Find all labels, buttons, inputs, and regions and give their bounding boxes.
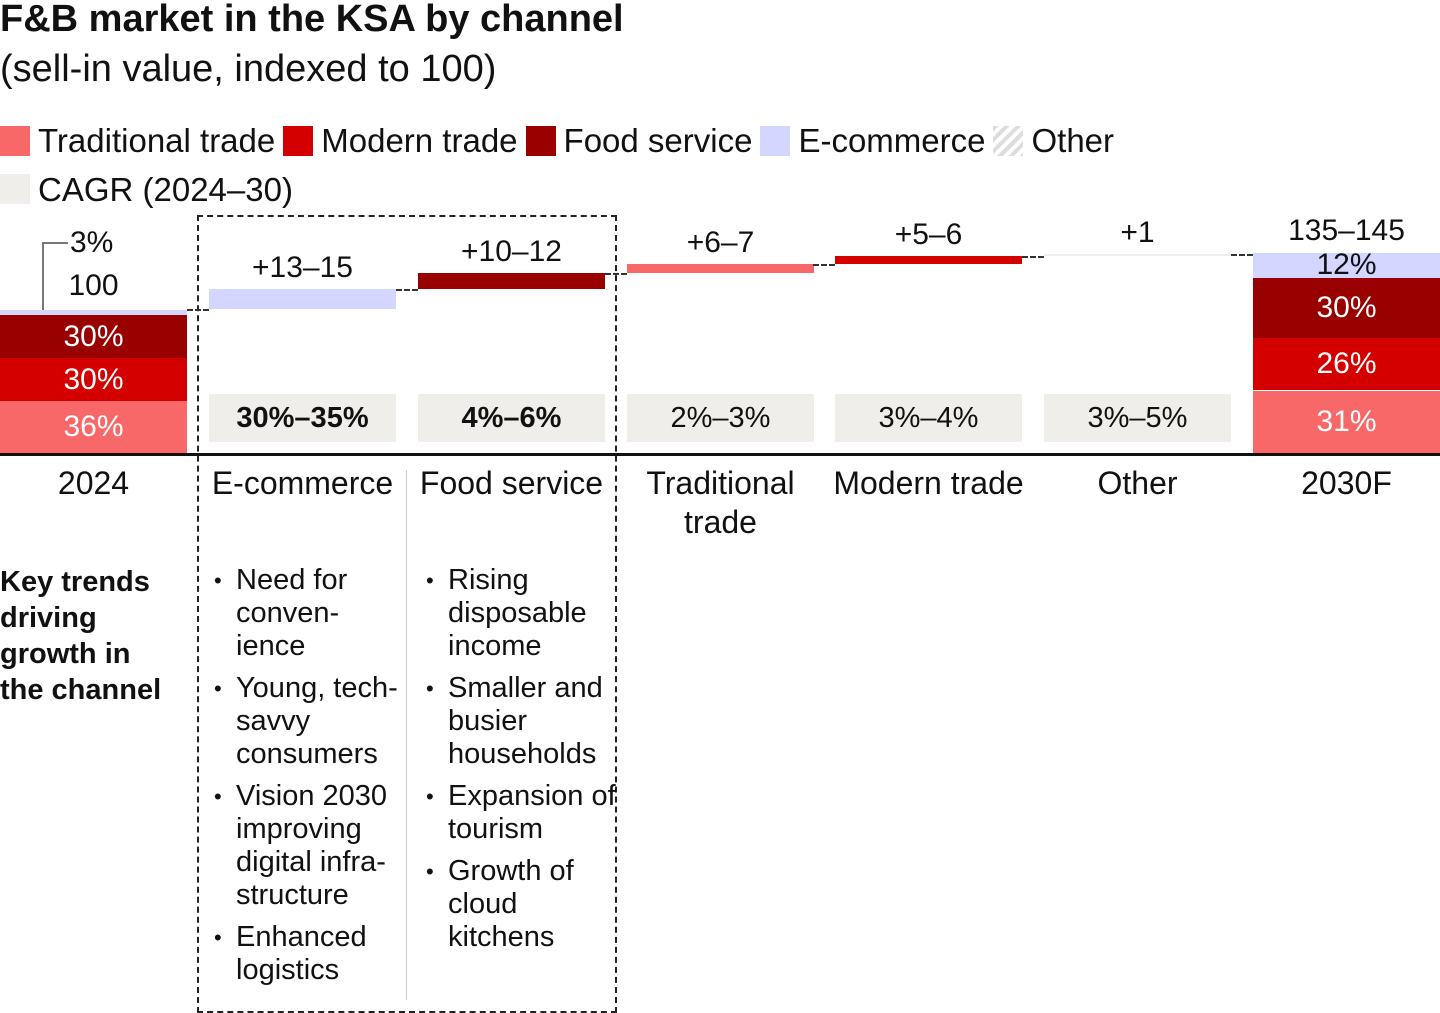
- bar-segment: 30%: [0, 357, 187, 402]
- trend-item: Need for conven-ience: [214, 564, 404, 663]
- legend-item: E-commerce: [760, 118, 985, 163]
- legend-swatch: [0, 125, 30, 156]
- step-label: +6–7: [686, 225, 755, 259]
- legend-swatch: [0, 174, 30, 204]
- baseline: [0, 453, 1440, 456]
- total-label: 100: [68, 269, 119, 302]
- legend-label: Other: [1031, 122, 1115, 159]
- legend: Traditional trade Modern trade Food servic…: [0, 118, 1440, 215]
- connector: [813, 263, 835, 266]
- category-label: Food service: [419, 465, 604, 501]
- connector: [396, 288, 418, 291]
- category-label: Other: [1097, 465, 1178, 501]
- trends-food-service: Rising disposable incomeSmaller and busi…: [426, 564, 616, 963]
- divider: [406, 470, 407, 1000]
- trend-item: Vision 2030 improving digital infra-stru…: [214, 780, 404, 912]
- legend-label: Modern trade: [321, 122, 518, 159]
- step-label: +1: [1120, 216, 1155, 250]
- chart-subtitle: (sell-in value, indexed to 100): [0, 48, 497, 90]
- waterfall-bar: [418, 273, 605, 289]
- bar-segment: 26%: [1253, 338, 1440, 391]
- legend-label: CAGR (2024–30): [38, 170, 293, 208]
- trend-item: Enhanced logistics: [214, 921, 404, 987]
- trend-item: Rising disposable income: [426, 564, 616, 663]
- legend-swatch: [525, 125, 556, 156]
- waterfall-bar: [835, 255, 1022, 264]
- cagr-box: 3%–5%: [1044, 394, 1231, 442]
- step-label: +5–6: [894, 217, 963, 251]
- share-label-ecommerce: 3%: [70, 226, 114, 259]
- legend-swatch: [760, 125, 791, 156]
- cagr-box: 3%–4%: [835, 394, 1022, 442]
- trends-heading: Key trends driving growth in the channel: [0, 566, 162, 706]
- category-label: 2030F: [1301, 465, 1392, 501]
- bar-segment: 36%: [0, 401, 187, 453]
- waterfall-bar: [1044, 254, 1231, 256]
- legend-item: Food service: [525, 118, 753, 163]
- legend-swatch: [993, 125, 1024, 156]
- connector: [187, 309, 209, 311]
- cagr-box: 2%–3%: [627, 394, 814, 442]
- legend-label: Traditional trade: [38, 122, 276, 159]
- step-label: +10–12: [461, 235, 562, 268]
- category-label: 2024: [57, 465, 130, 501]
- category-label: E-commerce: [211, 465, 394, 501]
- category-label: Traditional trade: [646, 465, 795, 540]
- cagr-box: 4%–6%: [418, 394, 605, 442]
- bar-segment: 31%: [1253, 390, 1440, 453]
- trend-item: Growth of cloud kitchens: [426, 855, 616, 954]
- step-label: +13–15: [252, 250, 353, 284]
- total-label: 135–145: [1288, 214, 1405, 248]
- legend-item: Traditional trade: [0, 118, 275, 163]
- legend-item: CAGR (2024–30): [0, 167, 293, 212]
- legend-label: Food service: [563, 122, 753, 159]
- chart-title: F&B market in the KSA by channel: [0, 0, 624, 40]
- connector: [605, 273, 627, 275]
- leader-line: [42, 242, 68, 310]
- trends-ecommerce: Need for conven-ienceYoung, tech-savvy c…: [214, 564, 404, 996]
- waterfall-bar: [627, 263, 814, 273]
- highlight-box: [197, 215, 617, 1013]
- bar-segment: 30%: [0, 314, 187, 358]
- trend-item: Young, tech-savvy consumers: [214, 672, 404, 771]
- legend-item: Modern trade: [283, 118, 518, 163]
- category-label: Modern trade: [833, 465, 1024, 501]
- connector: [1022, 255, 1044, 258]
- bar-segment: 30%: [1253, 277, 1440, 339]
- legend-label: E-commerce: [798, 122, 986, 159]
- cagr-box: 30%–35%: [209, 394, 396, 442]
- bar-segment: 12%: [1253, 250, 1440, 280]
- waterfall-bar: [209, 288, 396, 309]
- trend-item: Smaller and busier households: [426, 672, 616, 771]
- connector: [1231, 254, 1253, 257]
- legend-swatch: [283, 125, 314, 156]
- trend-item: Expansion of tourism: [426, 780, 616, 846]
- legend-item: Other: [993, 118, 1114, 163]
- bar-segment: [0, 310, 187, 315]
